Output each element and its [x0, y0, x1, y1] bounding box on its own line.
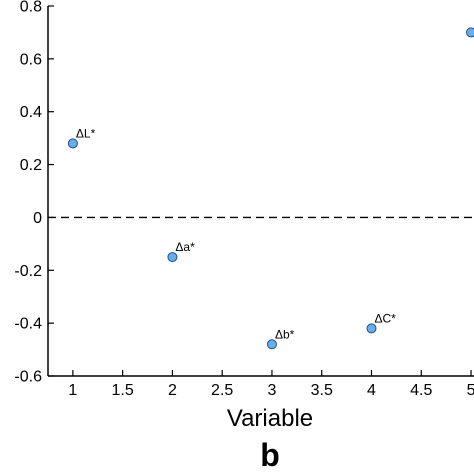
panel-label: b	[260, 437, 280, 473]
data-point	[67, 138, 78, 149]
x-tick-label: 3	[268, 382, 277, 399]
y-tick-label: -0.6	[14, 369, 42, 386]
points-group: ΔL*Δa*Δb*ΔC*ΔE	[67, 27, 474, 350]
data-point	[466, 27, 474, 38]
x-tick-label: 2.5	[211, 382, 233, 399]
data-point-label: ΔL*	[76, 126, 96, 140]
x-tick-label: 2	[168, 382, 177, 399]
data-point-label: ΔC*	[374, 311, 396, 325]
x-tick-label: 1.5	[112, 382, 134, 399]
x-tick-label: 4.5	[410, 382, 432, 399]
y-tick-label: 0.2	[20, 157, 42, 174]
data-point	[366, 323, 377, 334]
y-tick-label: -0.2	[14, 263, 42, 280]
data-point-label: Δa*	[175, 240, 195, 254]
y-tick-label: 0	[33, 210, 42, 227]
y-tick-label: 0.8	[20, 0, 42, 16]
data-point-label: Δb*	[275, 327, 295, 341]
axes: -0.6 -0.4 -0.2 0 0.2 0.4 0.6 0.8 1 1.5 2 2.5 3 3.5 4 4.…	[14, 0, 474, 399]
x-tick-label: 5	[467, 382, 474, 399]
y-tick-label: 0.6	[20, 51, 42, 68]
x-axis-title: Variable	[227, 405, 313, 432]
x-tick-label: 4	[367, 382, 376, 399]
y-tick-label: -0.4	[14, 316, 42, 333]
x-tick-label: 3.5	[311, 382, 333, 399]
x-tick-label: 1	[68, 382, 77, 399]
data-point	[266, 339, 277, 350]
y-tick-label: 0.4	[20, 104, 42, 121]
data-point	[167, 252, 178, 263]
